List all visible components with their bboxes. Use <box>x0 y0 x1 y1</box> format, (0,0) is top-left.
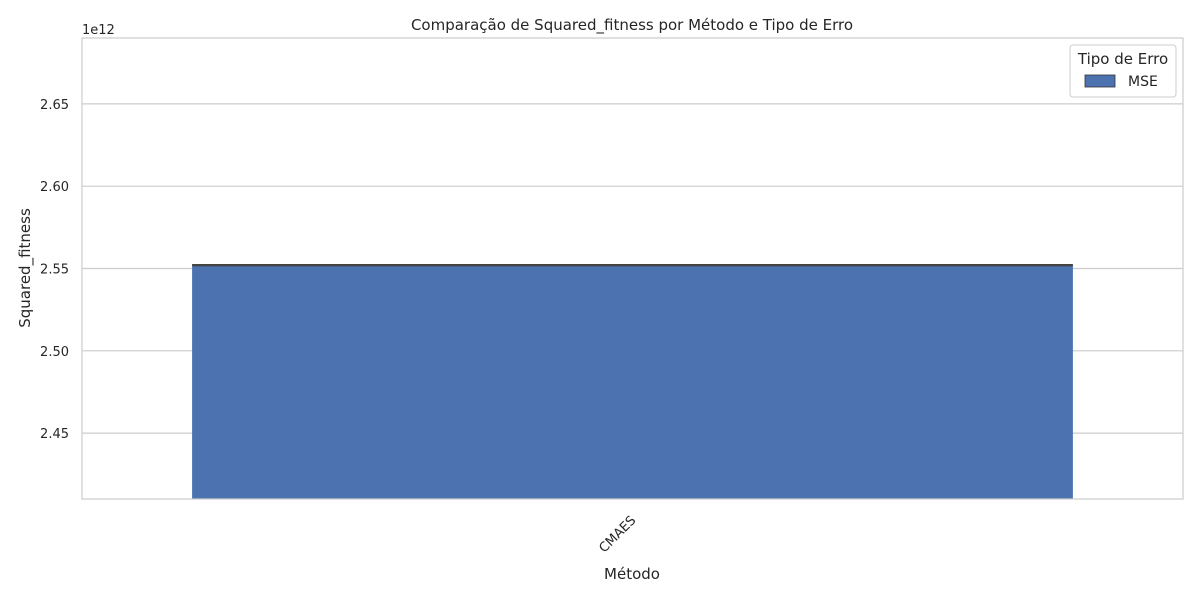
y-tick-label: 2.55 <box>40 263 69 278</box>
plot-frame <box>81 37 1184 500</box>
y-tick-label: 2.50 <box>40 345 69 360</box>
y-tick-label: 2.45 <box>40 427 69 442</box>
bars <box>192 264 1073 499</box>
bar-cmaes-mse <box>192 265 1073 499</box>
x-tick-label: CMAES <box>596 513 639 556</box>
chart-title: Comparação de Squared_fitness por Método… <box>411 16 853 35</box>
y-tick-labels: 2.45 2.50 2.55 2.60 2.65 <box>40 98 69 442</box>
legend-swatch-mse <box>1084 74 1116 88</box>
legend-title: Tipo de Erro <box>1077 50 1168 68</box>
x-axis-title: Método <box>604 565 660 583</box>
x-tick-labels: CMAES <box>596 513 639 556</box>
legend: Tipo de Erro MSE <box>1069 44 1177 98</box>
y-tick-label: 2.60 <box>40 180 69 195</box>
legend-label-mse: MSE <box>1128 74 1158 90</box>
y-tick-label: 2.65 <box>40 98 69 113</box>
y-axis-title: Squared_fitness <box>16 208 35 328</box>
y-offset-label: 1e12 <box>82 23 115 38</box>
